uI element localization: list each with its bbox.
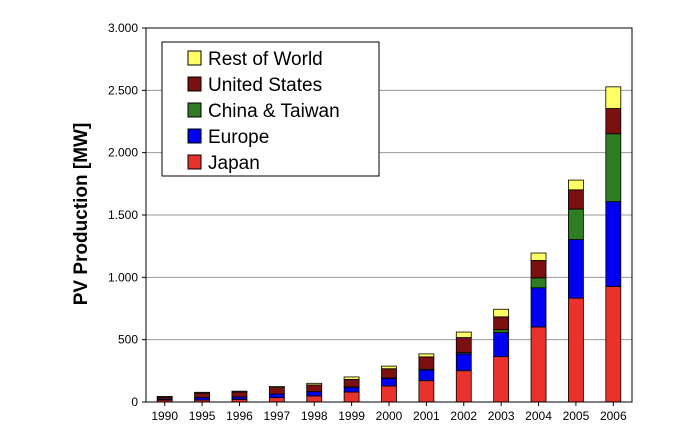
- x-tick-labels: 1990 1995 1996 1997 1998 1999 2000 2001 2002 2003…: [151, 409, 627, 423]
- bar-segment: [306, 384, 323, 393]
- legend-label: Japan: [208, 153, 260, 174]
- bar-segment: [530, 287, 547, 328]
- bars: [156, 86, 622, 403]
- y-tick-label: 1.500: [108, 208, 138, 222]
- x-tick-label: 1996: [226, 409, 253, 423]
- bar-segment: [381, 365, 397, 370]
- bar-segment: [418, 353, 435, 358]
- bar-segment: [605, 133, 622, 203]
- bar-segment: [493, 316, 510, 331]
- y-axis-label: PV Production [MW]: [71, 123, 92, 306]
- bar-segment: [605, 108, 622, 135]
- bar-segment: [568, 208, 584, 240]
- bar-segment: [194, 392, 210, 398]
- bar-segment: [568, 179, 584, 191]
- bar-segment: [455, 337, 472, 354]
- axes: [142, 27, 633, 406]
- bar-segment: [343, 376, 360, 380]
- y-tick-label: 0: [131, 395, 138, 409]
- legend-label: China & Taiwan: [208, 101, 340, 122]
- x-tick-label: 1990: [151, 409, 178, 423]
- x-tick-label: 2003: [488, 409, 515, 423]
- bar-segment: [530, 252, 547, 261]
- bar-segment: [493, 308, 510, 318]
- bar-segment: [493, 329, 510, 333]
- bar-segment: [381, 368, 397, 379]
- bar-segment: [530, 326, 547, 403]
- x-tick-label: 1999: [338, 409, 365, 423]
- x-tick-label: 2002: [450, 409, 477, 423]
- y-tick-label: 500: [118, 333, 138, 347]
- legend-label: United States: [208, 75, 322, 96]
- x-tick-label: 2006: [600, 409, 627, 423]
- bar-segment: [343, 391, 360, 403]
- x-tick-label: 2001: [413, 409, 440, 423]
- legend-label: Europe: [208, 127, 269, 148]
- x-tick-label: 2004: [525, 409, 552, 423]
- bar-segment: [455, 370, 472, 403]
- bar-segment: [231, 391, 248, 398]
- bar-segment: [418, 380, 435, 403]
- bar-segment: [231, 390, 248, 393]
- bar-segment: [605, 286, 622, 403]
- x-tick-label: 1995: [189, 409, 216, 423]
- bar-segment: [605, 201, 622, 287]
- bar-segment: [268, 397, 285, 403]
- legend-label: Rest of World: [208, 49, 323, 70]
- bar-segment: [418, 356, 435, 370]
- bar-segment: [381, 378, 397, 387]
- bar-segment: [381, 385, 397, 403]
- y-tick-label: 1.000: [108, 270, 138, 284]
- bar-segment: [194, 391, 210, 394]
- legend-swatch: [187, 154, 202, 170]
- bar-segment: [493, 332, 510, 358]
- bar-segment: [530, 277, 547, 289]
- bar-segment: [306, 391, 323, 397]
- bar-segment: [530, 260, 547, 279]
- bar-segment: [343, 379, 360, 388]
- bar-segment: [605, 86, 622, 109]
- bar-segment: [568, 239, 584, 299]
- y-tick-label: 2.500: [108, 83, 138, 97]
- bar-segment: [306, 395, 323, 403]
- y-tick-label: 3.000: [108, 21, 138, 35]
- legend-swatch: [187, 102, 202, 118]
- bar-segment: [306, 382, 323, 386]
- x-tick-label: 2000: [376, 409, 403, 423]
- x-tick-label: 2005: [563, 409, 590, 423]
- legend-swatch: [187, 76, 202, 92]
- legend-swatch: [187, 128, 202, 144]
- bar-segment: [156, 395, 173, 398]
- bar-segment: [268, 386, 285, 388]
- x-tick-label: 1998: [301, 409, 328, 423]
- bar-segment: [268, 393, 285, 399]
- bar-segment: [568, 189, 584, 210]
- x-tick-label: 1997: [263, 409, 290, 423]
- y-tick-label: 2.000: [108, 146, 138, 160]
- legend-swatch: [187, 50, 202, 66]
- bar-segment: [568, 297, 584, 403]
- bar-segment: [455, 331, 472, 338]
- bar-segment: [268, 387, 285, 395]
- bar-segment: [418, 369, 435, 382]
- legend: Rest of World United States China & Taiwan…: [161, 41, 380, 177]
- bar-segment: [493, 356, 510, 403]
- bar-segment: [455, 353, 472, 372]
- y-tick-labels: 0 500 1.000 1.500 2.000 2.500 3.000: [108, 21, 138, 409]
